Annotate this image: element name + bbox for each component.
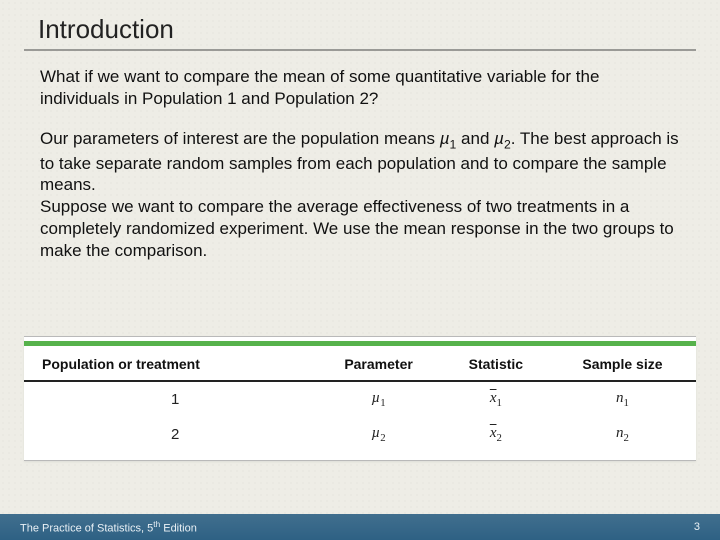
xbar2-cell-sub: 2: [496, 432, 501, 444]
cell-pop-2: 2: [24, 417, 314, 452]
footer-book-title: The Practice of Statistics, 5th Edition: [20, 520, 197, 535]
paragraph-2: Our parameters of interest are the popul…: [40, 128, 680, 197]
col-statistic: Statistic: [443, 352, 549, 381]
mu2-cell-sub: 2: [380, 432, 385, 444]
title-underline: [24, 49, 696, 51]
xbar1-cell-sub: 1: [496, 397, 501, 409]
body-content: What if we want to compare the mean of s…: [40, 66, 680, 261]
summary-table: Population or treatment Parameter Statis…: [24, 336, 696, 461]
footer-page-number: 3: [694, 521, 700, 533]
mu2-sub: 2: [504, 137, 511, 151]
col-parameter: Parameter: [314, 352, 442, 381]
n2-cell-sub: 2: [623, 432, 628, 444]
footer-post: Edition: [160, 522, 197, 534]
table-accent-bar: [24, 341, 696, 346]
cell-xbar2: x2: [443, 417, 549, 452]
table-header-row: Population or treatment Parameter Statis…: [24, 352, 696, 381]
col-population: Population or treatment: [24, 352, 314, 381]
slide-title: Introduction: [38, 14, 174, 45]
parameter-table: Population or treatment Parameter Statis…: [24, 352, 696, 452]
slide-footer: The Practice of Statistics, 5th Edition …: [0, 514, 720, 540]
p2-pre: Our parameters of interest are the popul…: [40, 129, 440, 148]
p2-mid: and: [456, 129, 494, 148]
cell-pop-1: 1: [24, 381, 314, 417]
n1-cell-sub: 1: [623, 397, 628, 409]
cell-n1: n1: [549, 381, 696, 417]
table-row: 2 µ2 x2 n2: [24, 417, 696, 452]
mu-sym: µ: [372, 390, 381, 406]
mu-symbol: µ: [440, 129, 450, 148]
mu-symbol-2: µ: [494, 129, 504, 148]
mu1-cell-sub: 1: [380, 397, 385, 409]
paragraph-1: What if we want to compare the mean of s…: [40, 66, 680, 110]
footer-pre: The Practice of Statistics, 5: [20, 522, 153, 534]
table-row: 1 µ1 x1 n1: [24, 381, 696, 417]
mu-sym-2: µ: [372, 425, 381, 441]
col-sample-size: Sample size: [549, 352, 696, 381]
cell-mu1: µ1: [314, 381, 442, 417]
cell-n2: n2: [549, 417, 696, 452]
cell-xbar1: x1: [443, 381, 549, 417]
cell-mu2: µ2: [314, 417, 442, 452]
paragraph-3: Suppose we want to compare the average e…: [40, 196, 680, 261]
